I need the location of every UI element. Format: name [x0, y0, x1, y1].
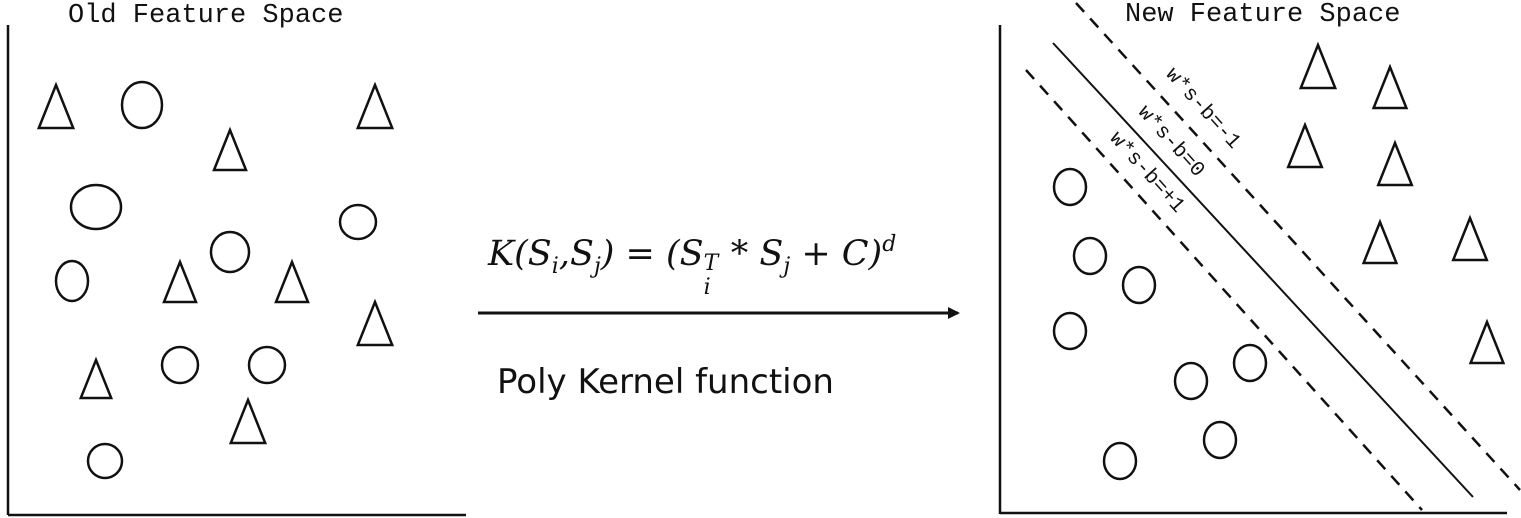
triangle-point: [1298, 41, 1338, 90]
old-panel-title: Old Feature Space: [68, 1, 343, 31]
formula-sub: i: [551, 254, 559, 279]
new-panel-title: New Feature Space: [1125, 0, 1400, 30]
circle-point: [338, 203, 378, 241]
old-feature-space-panel: Old Feature Space: [6, 1, 466, 517]
circle-point: [1052, 311, 1088, 351]
circle-point: [160, 345, 200, 385]
triangle-point: [212, 126, 248, 172]
triangle-point: [355, 81, 395, 130]
formula-sup: T: [703, 251, 719, 276]
circle-point: [1102, 441, 1138, 481]
triangle-point: [228, 396, 268, 445]
triangle-point: [162, 258, 198, 304]
kernel-caption: Poly Kernel function: [497, 362, 834, 402]
triangle-point: [1371, 63, 1409, 110]
formula-sup: d: [882, 232, 897, 257]
circle-point: [1202, 420, 1238, 460]
circle-point: [120, 80, 164, 130]
margin-line-plus-1: [1025, 69, 1423, 511]
formula-part: ,S: [558, 234, 594, 274]
hyperplane-line: [1052, 42, 1474, 498]
circle-point: [86, 442, 124, 480]
triangle-point: [355, 298, 395, 347]
new-feature-space-panel: New Feature Space w*s-b=-1 w*s-b=0 w*s-b…: [998, 0, 1521, 515]
triangle-point: [1451, 214, 1489, 262]
circle-point: [69, 183, 123, 231]
formula-sub: i: [703, 275, 711, 300]
formula-sub: j: [783, 254, 791, 279]
circle-point: [1121, 265, 1157, 305]
triangle-point: [78, 356, 114, 400]
triangle-point: [1361, 218, 1399, 265]
formula-part: K(S: [488, 234, 552, 274]
circle-point: [1072, 236, 1108, 276]
circle-point: [1052, 167, 1088, 207]
triangle-point: [1468, 318, 1506, 365]
circle-point: [1173, 361, 1209, 401]
formula-part: ) = (S: [600, 234, 704, 274]
triangle-point: [1286, 121, 1324, 169]
circle-point: [1232, 343, 1268, 383]
triangle-point: [1376, 139, 1414, 187]
circle-point: [54, 259, 90, 303]
formula-part: + C): [790, 234, 883, 274]
circle-point: [247, 345, 287, 385]
formula-part: * S: [719, 234, 784, 274]
triangle-point: [36, 81, 76, 130]
formula-sub: j: [593, 254, 601, 279]
triangle-point: [274, 258, 310, 304]
circle-point: [209, 230, 251, 274]
margin-line-minus-1: [1075, 2, 1521, 491]
